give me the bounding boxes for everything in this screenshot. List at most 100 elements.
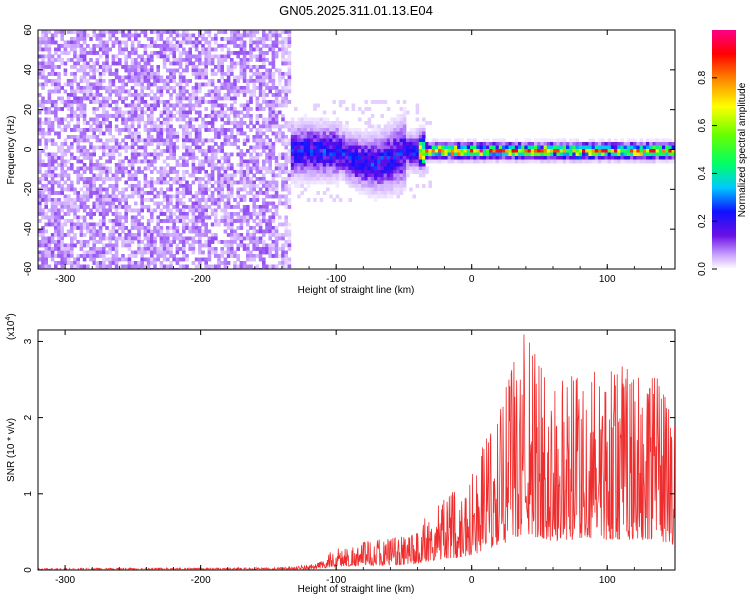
- spectrogram-cell: [348, 142, 352, 146]
- spectrogram-cell: [393, 135, 397, 139]
- spectrogram-cell: [98, 100, 103, 104]
- spectrogram-cell: [284, 138, 288, 143]
- spectrogram-cell: [63, 254, 68, 258]
- spectrogram-cell: [105, 117, 109, 122]
- spectrogram-cell: [236, 124, 240, 129]
- spectrogram-cell: [156, 30, 160, 34]
- spectrogram-cell: [262, 117, 266, 122]
- spectrogram-cell: [479, 152, 484, 157]
- spectrogram-cell: [377, 142, 381, 146]
- spectrogram-cell: [150, 240, 154, 244]
- spectrogram-cell: [143, 166, 148, 171]
- spectrogram-cell: [473, 156, 477, 160]
- spectrogram-cell: [252, 198, 256, 202]
- spectrogram-cell: [198, 226, 202, 230]
- spectrogram-cell: [271, 100, 276, 104]
- spectrogram-cell: [284, 243, 288, 248]
- spectrogram-cell: [207, 194, 212, 199]
- spectrogram-cell: [95, 89, 100, 94]
- spectrogram-cell: [242, 212, 247, 216]
- spectrogram-cell: [137, 65, 141, 69]
- spectrogram-cell: [252, 254, 256, 258]
- spectrogram-cell: [66, 250, 71, 255]
- spectrogram-cell: [377, 194, 381, 199]
- spectrogram-cell: [380, 170, 384, 174]
- spectrogram-cell: [92, 72, 96, 76]
- spectrogram-cell: [620, 149, 624, 153]
- spectrogram-cell: [335, 177, 340, 181]
- spectrogram-cell: [63, 170, 68, 174]
- spectrogram-cell: [198, 75, 202, 80]
- spectrogram-cell: [134, 208, 138, 213]
- spectrogram-cell: [182, 156, 186, 160]
- spectrogram-cell: [76, 254, 80, 258]
- spectrogram-cell: [463, 159, 468, 164]
- spectrogram-cell: [130, 100, 135, 104]
- spectrogram-cell: [530, 142, 535, 146]
- spectrogram-cell: [44, 261, 48, 265]
- spectrogram-cell: [374, 194, 378, 199]
- spectrogram-cell: [268, 117, 272, 122]
- spectrogram-cell: [178, 236, 183, 241]
- spectrogram-cell: [63, 159, 68, 164]
- spectrogram-cell: [572, 145, 576, 150]
- spectrogram-cell: [326, 121, 330, 125]
- spectrogram-cell: [578, 142, 583, 146]
- spectrogram-cell: [268, 243, 272, 248]
- spectrogram-cell: [41, 243, 45, 248]
- spectrogram-cell: [335, 159, 340, 164]
- spectrogram-cell: [486, 159, 490, 164]
- spectrogram-cell: [329, 131, 333, 136]
- spectrogram-cell: [182, 215, 186, 220]
- spectrogram-cell: [102, 170, 106, 174]
- spectrogram-cell: [239, 240, 244, 244]
- spectrogram-cell: [70, 264, 74, 269]
- spectrogram-cell: [207, 250, 212, 255]
- spectrogram-cell: [220, 247, 224, 251]
- spectrogram-cell: [422, 138, 426, 143]
- spectrogram-cell: [319, 166, 324, 171]
- spectrogram-cell: [156, 75, 160, 80]
- spectrogram-cell: [95, 264, 100, 269]
- spectrogram-cell: [108, 121, 112, 125]
- spectrogram-cell: [95, 145, 100, 150]
- spectrogram-cell: [399, 107, 404, 111]
- spectrogram-cell: [226, 215, 231, 220]
- spectrogram-cell: [239, 33, 244, 38]
- spectrogram-cell: [377, 135, 381, 139]
- spectrogram-cell: [550, 149, 554, 153]
- spectrogram-cell: [342, 159, 346, 164]
- spectrogram-cell: [268, 145, 272, 150]
- spectrogram-cell: [281, 61, 285, 66]
- spectrogram-cell: [662, 152, 666, 157]
- spectrogram-cell: [114, 117, 119, 122]
- spectrogram-cell: [626, 156, 631, 160]
- spectrogram-cell: [66, 233, 71, 237]
- spectrogram-cell: [226, 121, 231, 125]
- spectrogram-cell: [86, 121, 90, 125]
- spectrogram-cell: [41, 229, 45, 234]
- spectrogram-cell: [130, 79, 135, 83]
- spectrogram-cell: [198, 198, 202, 202]
- spectrogram-cell: [482, 149, 487, 153]
- spectrogram-cell: [514, 142, 519, 146]
- spectrogram-cell: [239, 47, 244, 52]
- spectrogram-cell: [214, 233, 218, 237]
- spectrogram-cell: [92, 254, 96, 258]
- spectrogram-cell: [274, 254, 279, 258]
- spectrogram-cell: [178, 208, 183, 213]
- spectrogram-cell: [102, 107, 106, 111]
- spectrogram-cell: [380, 191, 384, 195]
- spectrogram-cell: [70, 184, 74, 188]
- spectrogram-cell: [633, 152, 637, 157]
- spectrogram-cell: [194, 93, 199, 97]
- spectrogram-cell: [111, 219, 116, 223]
- spectrogram-cell: [210, 72, 215, 76]
- spectrogram-cell: [322, 142, 327, 146]
- spectrogram-cell: [348, 166, 352, 171]
- spectrogram-cell: [303, 163, 308, 167]
- spectrogram-cell: [159, 135, 164, 139]
- spectrogram-cell: [137, 233, 141, 237]
- spectrogram-cell: [316, 138, 320, 143]
- spectrogram-cell: [226, 243, 231, 248]
